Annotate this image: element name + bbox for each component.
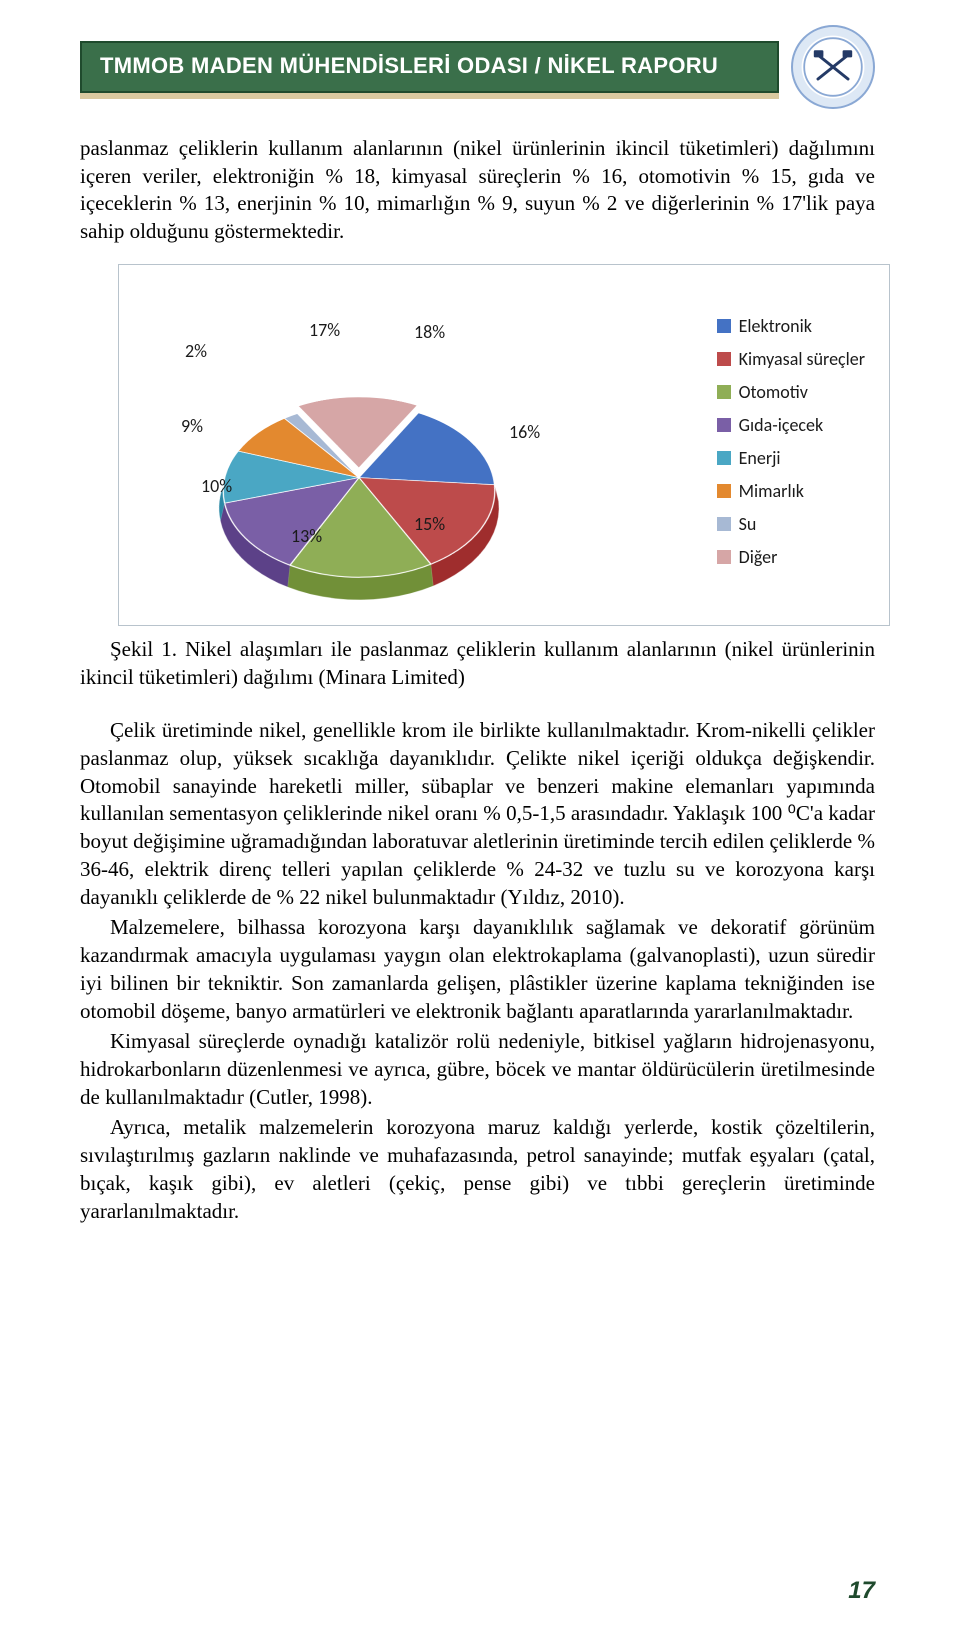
pie-slice-label: 15% <box>414 513 445 535</box>
intro-paragraph: paslanmaz çeliklerin kullanım alanlarını… <box>80 135 875 246</box>
legend-swatch-icon <box>717 484 731 498</box>
intro-text: paslanmaz çeliklerin kullanım alanlarını… <box>80 135 875 246</box>
legend-label: Enerji <box>739 447 781 469</box>
body-paragraph: Malzemelere, bilhassa korozyona karşı da… <box>80 914 875 1025</box>
pie-slice-label: 17% <box>309 319 340 341</box>
chart-legend: Elektronik Kimyasal süreçler Otomotiv Gıda-… <box>717 315 865 579</box>
legend-label: Gıda-içecek <box>739 414 824 436</box>
legend-label: Diğer <box>739 546 778 568</box>
page-number: 17 <box>848 1577 875 1605</box>
legend-label: Kimyasal süreçler <box>739 348 865 370</box>
pie-slice-label: 2% <box>185 340 207 362</box>
legend-item: Diğer <box>717 546 865 568</box>
legend-swatch-icon <box>717 451 731 465</box>
body-paragraph: Kimyasal süreçlerde oynadığı katalizör r… <box>80 1028 875 1111</box>
pie-slice-label: 13% <box>291 525 322 547</box>
legend-label: Su <box>739 513 757 535</box>
legend-swatch-icon <box>717 418 731 432</box>
legend-swatch-icon <box>717 385 731 399</box>
legend-label: Mimarlık <box>739 480 804 502</box>
pie-chart: 18% 16% 15% 13% 10% 9% 2% 17% Elektronik Kimyasa… <box>118 264 890 626</box>
body-paragraphs: Çelik üretiminde nikel, genellikle krom … <box>80 717 875 1225</box>
legend-item: Gıda-içecek <box>717 414 865 436</box>
pie-slice-label: 16% <box>509 421 540 443</box>
pie-slice-label: 18% <box>414 321 445 343</box>
legend-item: Otomotiv <box>717 381 865 403</box>
legend-item: Kimyasal süreçler <box>717 348 865 370</box>
legend-item: Elektronik <box>717 315 865 337</box>
legend-swatch-icon <box>717 352 731 366</box>
caption-text: Şekil 1. Nikel alaşımları ile paslanmaz … <box>80 636 875 691</box>
legend-label: Otomotiv <box>739 381 808 403</box>
pie-slice-label: 10% <box>201 475 232 497</box>
title-bar: TMMOB MADEN MÜHENDİSLERİ ODASI / NİKEL R… <box>80 41 779 93</box>
legend-item: Su <box>717 513 865 535</box>
organization-logo-icon <box>791 25 875 109</box>
legend-label: Elektronik <box>739 315 812 337</box>
pie-body <box>183 395 534 559</box>
body-paragraph: Çelik üretiminde nikel, genellikle krom … <box>80 717 875 911</box>
legend-swatch-icon <box>717 517 731 531</box>
legend-item: Mimarlık <box>717 480 865 502</box>
legend-item: Enerji <box>717 447 865 469</box>
page-header: TMMOB MADEN MÜHENDİSLERİ ODASI / NİKEL R… <box>80 25 875 109</box>
pie-slice-label: 9% <box>181 415 203 437</box>
body-paragraph: Ayrıca, metalik malzemelerin korozyona m… <box>80 1114 875 1225</box>
legend-swatch-icon <box>717 319 731 333</box>
legend-swatch-icon <box>717 550 731 564</box>
figure-caption: Şekil 1. Nikel alaşımları ile paslanmaz … <box>80 636 875 691</box>
